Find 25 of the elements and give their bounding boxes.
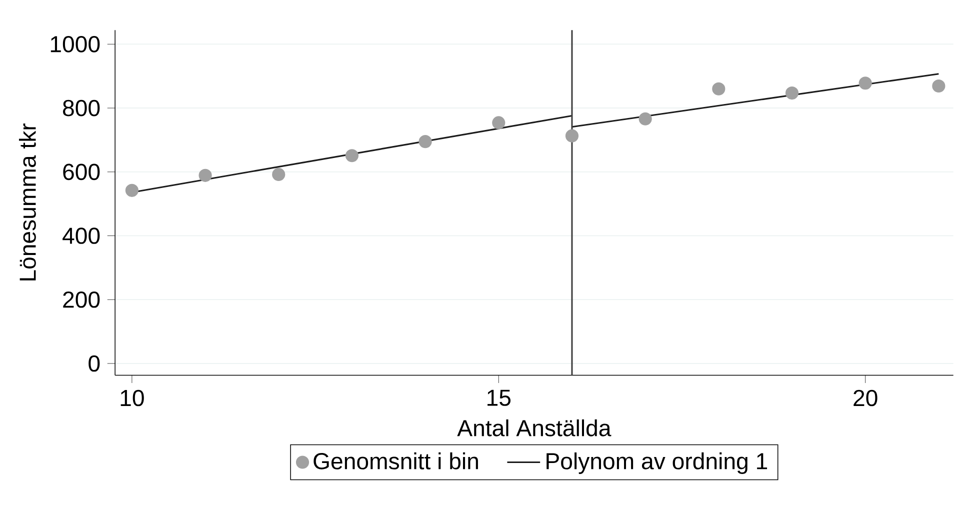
y-tick-label: 400 xyxy=(62,228,100,244)
x-tick-label: 20 xyxy=(854,390,878,406)
y-tick-label: 200 xyxy=(63,292,100,308)
point xyxy=(125,184,138,198)
x-tick-label: 10 xyxy=(120,390,144,406)
y-tick-label: 600 xyxy=(63,164,100,180)
point xyxy=(198,169,212,182)
point xyxy=(712,82,726,96)
point xyxy=(272,168,286,182)
y-tick-label: 1000 xyxy=(50,36,100,53)
x-axis-title: Antal Anställda xyxy=(457,420,612,437)
point xyxy=(858,76,872,90)
y-axis-title: Lönesumma tkr xyxy=(18,124,36,281)
legend-label: Genomsnitt i bin xyxy=(314,452,478,470)
y-tick-label: 0 xyxy=(88,356,100,372)
y-tick-label: 800 xyxy=(63,100,100,116)
point xyxy=(345,149,359,162)
legend-label: Polynom av ordning 1 xyxy=(546,452,768,474)
point xyxy=(418,135,432,148)
point xyxy=(638,112,652,126)
point xyxy=(565,130,579,143)
point xyxy=(785,86,799,100)
point xyxy=(932,80,946,93)
point xyxy=(492,116,506,130)
x-tick-label: 15 xyxy=(488,390,510,406)
